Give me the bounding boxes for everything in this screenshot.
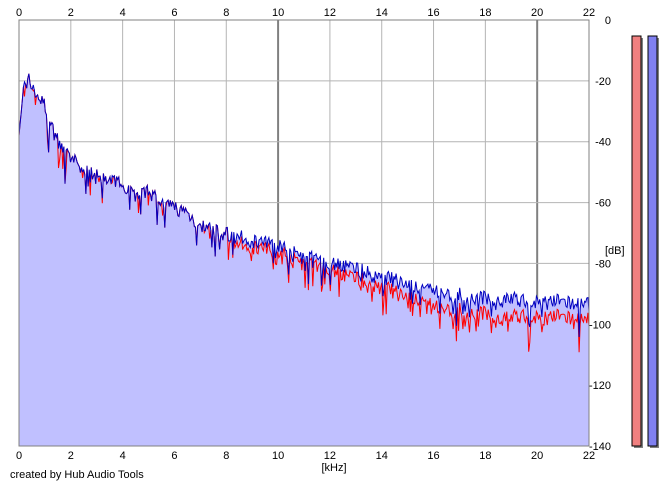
y-tick-label: -80 bbox=[595, 258, 611, 270]
x-tick-label-top: 20 bbox=[531, 7, 543, 19]
x-tick-label-top: 6 bbox=[171, 7, 177, 19]
y-tick-labels: 0 -20 -40 -60 -80 -100 -120 -140 bbox=[589, 15, 611, 453]
x-tick-label-bottom: 22 bbox=[583, 450, 595, 462]
x-tick-label-top: 0 bbox=[16, 7, 22, 19]
x-tick-label-bottom: 4 bbox=[120, 450, 126, 462]
level-meter-left bbox=[631, 35, 642, 447]
x-tick-label-bottom: 12 bbox=[324, 450, 336, 462]
y-tick-label: 0 bbox=[605, 15, 611, 27]
x-tick-label-bottom: 8 bbox=[223, 450, 229, 462]
x-tick-label-top: 22 bbox=[583, 7, 595, 19]
x-tick-labels-top: 0 2 4 6 8 10 12 14 16 18 20 22 bbox=[16, 7, 595, 19]
x-tick-label-top: 16 bbox=[427, 7, 439, 19]
y-tick-label: -140 bbox=[589, 441, 611, 453]
x-tick-label-bottom: 16 bbox=[427, 450, 439, 462]
y-tick-label: -40 bbox=[595, 137, 611, 149]
x-tick-label-top: 14 bbox=[376, 7, 388, 19]
y-tick-label: -60 bbox=[595, 198, 611, 210]
series-layer bbox=[18, 73, 590, 353]
x-tick-label-top: 12 bbox=[324, 7, 336, 19]
x-tick-label-top: 4 bbox=[120, 7, 126, 19]
credit-text: created by Hub Audio Tools bbox=[10, 469, 144, 481]
x-tick-labels-bottom: 0 2 4 6 8 10 12 14 16 18 20 22 bbox=[16, 450, 595, 462]
x-tick-label-bottom: 20 bbox=[531, 450, 543, 462]
x-axis-title: [kHz] bbox=[321, 462, 346, 474]
level-meters bbox=[631, 35, 659, 448]
x-tick-label-bottom: 14 bbox=[376, 450, 388, 462]
x-tick-label-top: 2 bbox=[68, 7, 74, 19]
y-tick-label: -120 bbox=[589, 380, 611, 392]
x-tick-label-bottom: 18 bbox=[479, 450, 491, 462]
x-tick-label-top: 18 bbox=[479, 7, 491, 19]
x-tick-label-bottom: 2 bbox=[68, 450, 74, 462]
x-tick-label-bottom: 10 bbox=[272, 450, 284, 462]
x-tick-label-bottom: 0 bbox=[16, 450, 22, 462]
y-tick-label: -100 bbox=[589, 319, 611, 331]
y-axis-title: [dB] bbox=[605, 245, 625, 257]
y-tick-label: -20 bbox=[595, 76, 611, 88]
x-tick-label-top: 8 bbox=[223, 7, 229, 19]
x-tick-label-bottom: 6 bbox=[171, 450, 177, 462]
plot-border bbox=[18, 19, 590, 447]
x-tick-label-top: 10 bbox=[272, 7, 284, 19]
series-line-blue bbox=[18, 73, 590, 338]
level-meter-right bbox=[647, 35, 658, 447]
